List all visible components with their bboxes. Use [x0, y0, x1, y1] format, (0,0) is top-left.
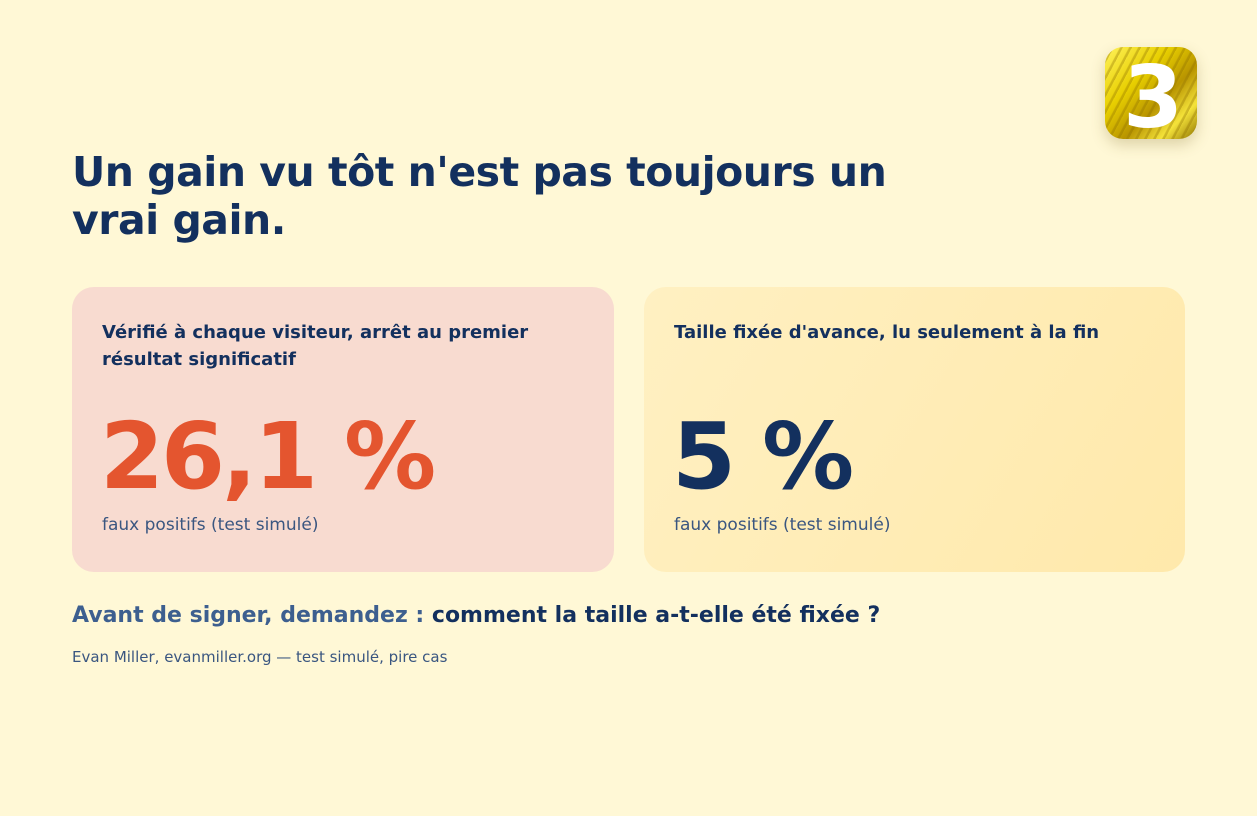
- stat-card-fixed-size: Taille fixée d'avance, lu seulement à la…: [644, 287, 1185, 572]
- stat-card-caption: faux positifs (test simulé): [102, 515, 319, 535]
- logo-numeral: 3: [1123, 48, 1183, 139]
- source-citation: Evan Miller, evanmiller.org — test simul…: [72, 648, 448, 666]
- closing-question: Avant de signer, demandez : comment la t…: [72, 603, 880, 628]
- logo-numeral-graphic: 3: [1123, 48, 1183, 139]
- stat-card-value: 5 %: [672, 403, 854, 510]
- page-title: Un gain vu tôt n'est pas toujours un vra…: [72, 148, 887, 244]
- question-lead: Avant de signer, demandez :: [72, 603, 425, 628]
- stat-card-sequential: Vérifié à chaque visiteur, arrêt au prem…: [72, 287, 614, 572]
- logo-3-icon: 3: [1105, 47, 1197, 139]
- stat-card-label: Vérifié à chaque visiteur, arrêt au prem…: [102, 322, 529, 370]
- question-main: comment la taille a-t-elle été fixée ?: [431, 603, 881, 628]
- stat-card-caption: faux positifs (test simulé): [674, 515, 891, 535]
- stat-card-value: 26,1 %: [100, 403, 436, 510]
- stat-card-label: Taille fixée d'avance, lu seulement à la…: [674, 322, 1100, 343]
